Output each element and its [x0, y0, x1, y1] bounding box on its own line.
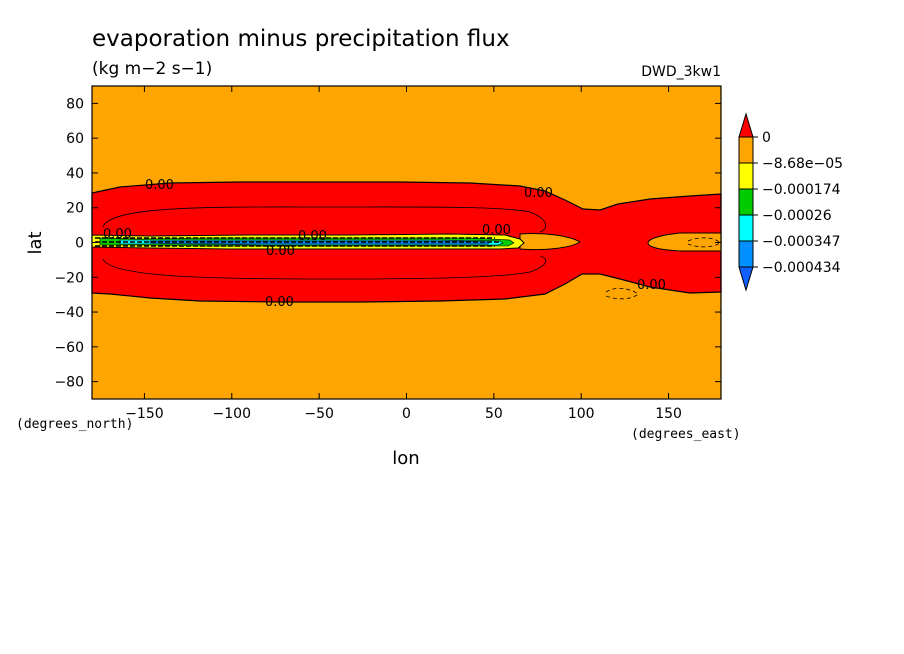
orange-lens-central	[519, 233, 581, 251]
colorbar-label: −0.000347	[762, 234, 841, 250]
colorbar-segment	[738, 136, 754, 164]
contour-labels: 0.00 0.00 0.00 0.00 0.00 0.00 0.00 0.00	[103, 178, 666, 310]
dataset-label: DWD_3kw1	[641, 64, 721, 80]
colorbar-label: 0	[762, 130, 771, 146]
x-tick-label: 100	[568, 406, 595, 422]
colorbar: 0 −8.68e−05 −0.000174 −0.00026 −0.000347 −0.0…	[738, 112, 843, 292]
y-axis-label: lat	[25, 231, 46, 254]
contour-label: 0.00	[524, 186, 553, 201]
x-tick-label: −150	[125, 406, 163, 422]
inner-contour-south	[102, 255, 547, 280]
contour-label: 0.00	[265, 295, 294, 310]
x-axis: −150 −100 −50 0 50 100 150	[125, 86, 682, 422]
y-tick-label: 0	[75, 236, 84, 252]
itcz-dashed-core	[95, 237, 500, 247]
dashed-contour-south	[605, 288, 639, 300]
x-unit-label: (degrees_east)	[631, 427, 741, 442]
colorbar-segment	[738, 188, 754, 216]
colorbar-segment	[738, 240, 754, 268]
y-tick-label: 40	[66, 166, 84, 182]
plot-area	[91, 85, 722, 400]
colorbar-top-arrow	[738, 112, 754, 138]
colorbar-segment	[738, 162, 754, 190]
colorbar-label: −0.000174	[762, 182, 841, 198]
y-tick-label: 20	[66, 201, 84, 217]
y-unit-label: (degrees_north)	[16, 417, 133, 432]
y-axis: 80 60 40 20 0 −20 −40 −60 −80	[54, 96, 721, 391]
y-tick-label: 60	[66, 131, 84, 147]
y-tick-label: 80	[66, 96, 84, 112]
y-tick-label: −20	[54, 270, 84, 286]
y-tick-label: −40	[54, 305, 84, 321]
y-tick-label: −60	[54, 340, 84, 356]
x-tick-label: 0	[402, 406, 411, 422]
dashed-contour-east	[687, 237, 721, 248]
contour-label: 0.00	[637, 278, 666, 293]
y-tick-label: −80	[54, 375, 84, 391]
colorbar-label: −0.00026	[762, 208, 832, 224]
x-tick-label: −50	[304, 406, 334, 422]
x-tick-label: 150	[655, 406, 682, 422]
colorbar-label: −8.68e−05	[762, 156, 843, 172]
contour-label: 0.00	[266, 244, 295, 259]
contour-label: 0.00	[103, 227, 132, 242]
inner-contour-north	[102, 206, 547, 233]
colorbar-bottom-arrow	[738, 266, 754, 292]
x-tick-label: 50	[485, 406, 503, 422]
contour-label: 0.00	[145, 178, 174, 193]
colorbar-segment	[738, 214, 754, 242]
chart-title: evaporation minus precipitation flux	[92, 26, 510, 52]
x-axis-label: lon	[392, 448, 419, 469]
contour-label: 0.00	[482, 223, 511, 238]
contour-label: 0.00	[298, 229, 327, 244]
units-label: (kg m−2 s−1)	[92, 59, 212, 79]
colorbar-label: −0.000434	[762, 260, 841, 276]
x-tick-label: −100	[213, 406, 251, 422]
